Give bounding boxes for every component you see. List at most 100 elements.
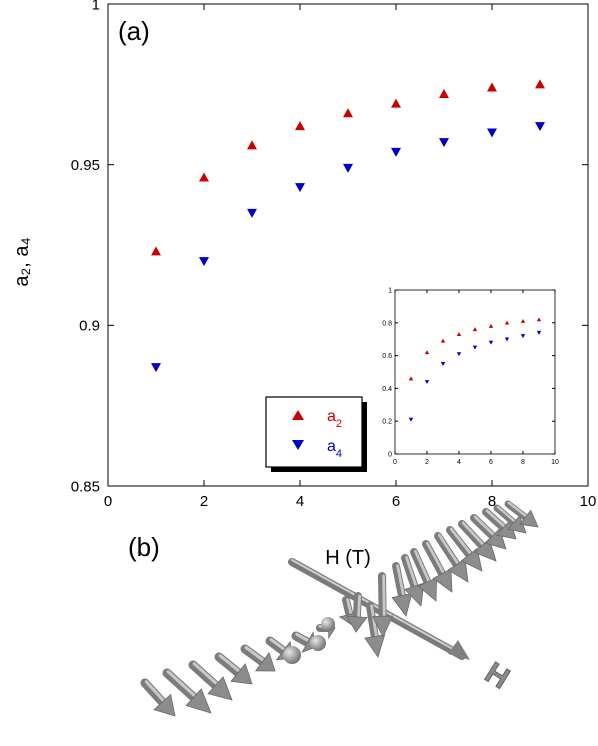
inset-point-series0 xyxy=(456,332,462,337)
spin-arrow-highlight xyxy=(382,574,386,618)
inset-x-tick-label: 4 xyxy=(457,459,461,466)
spin-arrow xyxy=(410,548,438,602)
spin-arrow-highlight xyxy=(269,637,286,651)
main-y-tick-label: 1 xyxy=(92,0,100,13)
field-axis-label: H xyxy=(479,656,515,695)
main-point-series0 xyxy=(295,121,305,131)
spin-arrow-end-on xyxy=(283,646,301,664)
inset-point-series0 xyxy=(472,327,478,332)
spin-arrow-shaft xyxy=(504,500,529,521)
main-point-series0 xyxy=(247,140,257,150)
spin-arrow-shaft xyxy=(458,520,486,550)
main-point-series1 xyxy=(487,128,497,138)
spin-arrow xyxy=(240,644,276,672)
spin-arrow-shaft xyxy=(434,532,461,569)
inset-y-tick-label: 0.2 xyxy=(382,419,392,426)
spin-arrow-head xyxy=(519,509,539,528)
inset-point-series0 xyxy=(520,318,526,323)
main-y-tick-label: 0.9 xyxy=(79,318,100,335)
spin-arrow-shaft xyxy=(493,504,518,526)
spin-arrow xyxy=(214,652,253,685)
spin-arrow-highlight xyxy=(437,533,460,566)
inset-point-series1 xyxy=(408,417,414,422)
field-axis-shaft xyxy=(288,558,466,660)
inset-point-series0 xyxy=(504,320,510,325)
inset-data-marks xyxy=(408,317,542,422)
spin-arrow-highlight xyxy=(346,598,353,616)
spin-arrow-highlight xyxy=(461,521,485,547)
legend-box xyxy=(265,396,363,468)
main-x-tick-label: 10 xyxy=(580,493,597,510)
spin-arrow-shaft xyxy=(162,668,199,702)
main-x-tick-label: 0 xyxy=(104,493,112,510)
spin-arrow-highlight xyxy=(244,645,266,662)
inset-x-tick-label: 10 xyxy=(551,459,559,466)
main-point-series1 xyxy=(247,208,257,218)
legend-label-a4: a4 xyxy=(327,438,342,460)
inset-plot-frame xyxy=(394,289,556,455)
main-x-tick-label: 8 xyxy=(488,493,496,510)
inset-x-tick-label: 0 xyxy=(393,459,397,466)
field-axis-highlight xyxy=(291,559,463,655)
spin-arrow-shaft xyxy=(446,526,474,559)
spin-arrow-end-on xyxy=(321,617,335,631)
spin-arrow-shaft xyxy=(470,514,497,540)
main-y-tick-label: 0.85 xyxy=(71,478,100,495)
inset-point-series1 xyxy=(536,330,542,335)
main-point-series1 xyxy=(391,147,401,157)
spin-arrow-head xyxy=(254,651,276,672)
main-point-series0 xyxy=(535,79,545,89)
main-point-series0 xyxy=(199,172,209,182)
spin-arrow xyxy=(434,532,469,583)
spin-arrow-highlight xyxy=(192,662,219,686)
main-point-series1 xyxy=(535,122,545,132)
spin-arrow-highlight xyxy=(370,604,378,638)
spin-arrows xyxy=(140,500,539,717)
spin-arrow-head xyxy=(364,634,386,658)
spin-arrow-head xyxy=(432,568,453,593)
main-x-axis-label: H (T) xyxy=(325,547,371,569)
inset-point-series0 xyxy=(536,317,542,322)
inset-point-series1 xyxy=(424,380,430,385)
spin-arrow-shaft xyxy=(410,548,432,587)
spin-arrow-head xyxy=(417,577,438,602)
main-point-series1 xyxy=(199,257,209,267)
inset-point-series1 xyxy=(520,334,526,339)
spin-arrow-highlight xyxy=(426,541,445,575)
inset-y-tick-label: 1 xyxy=(388,287,392,294)
main-x-ticks: 0 2 4 6 8 10 xyxy=(104,4,597,510)
main-y-tick-label: 0.95 xyxy=(71,157,100,174)
spin-arrow-highlight xyxy=(449,527,472,556)
spin-arrow-highlight xyxy=(405,556,418,588)
spin-arrow-head xyxy=(460,547,483,572)
legend-marker-a4 xyxy=(292,440,304,450)
spin-arrow-highlight xyxy=(295,632,311,643)
spin-arrow-head xyxy=(346,615,368,633)
spin-arrow-end-on xyxy=(310,635,326,651)
spin-arrow xyxy=(391,562,413,617)
spin-arrow-head xyxy=(153,693,176,717)
spin-arrow xyxy=(422,540,453,593)
inset-point-series1 xyxy=(504,337,510,342)
spin-arrow-panel: (b) H xyxy=(128,500,539,717)
main-point-series0 xyxy=(439,88,449,98)
inset-x-tick-label: 2 xyxy=(425,459,429,466)
spin-arrow-highlight xyxy=(166,670,197,698)
main-point-series0 xyxy=(391,98,401,108)
spin-arrow-shaft xyxy=(352,592,362,621)
spin-arrow-head xyxy=(185,688,212,714)
spin-arrow-shaft xyxy=(422,540,447,578)
spin-arrow-head xyxy=(447,558,469,583)
spin-arrow xyxy=(188,660,233,701)
inset-point-series0 xyxy=(408,376,414,381)
spin-arrow-shaft xyxy=(265,636,288,656)
inset-x-tick-label: 6 xyxy=(489,459,493,466)
spin-arrow-shaft xyxy=(342,596,354,619)
spin-arrow-highlight xyxy=(218,654,241,673)
inset-y-ticks: 0 0.2 0.4 0.6 0.8 1 xyxy=(382,287,555,458)
main-x-tick-label: 6 xyxy=(392,493,400,510)
spin-arrow-shaft xyxy=(214,652,243,678)
spin-arrow-shaft xyxy=(482,508,508,532)
legend-label-a2: a2 xyxy=(327,408,342,430)
spin-arrow-shaft xyxy=(366,602,379,641)
